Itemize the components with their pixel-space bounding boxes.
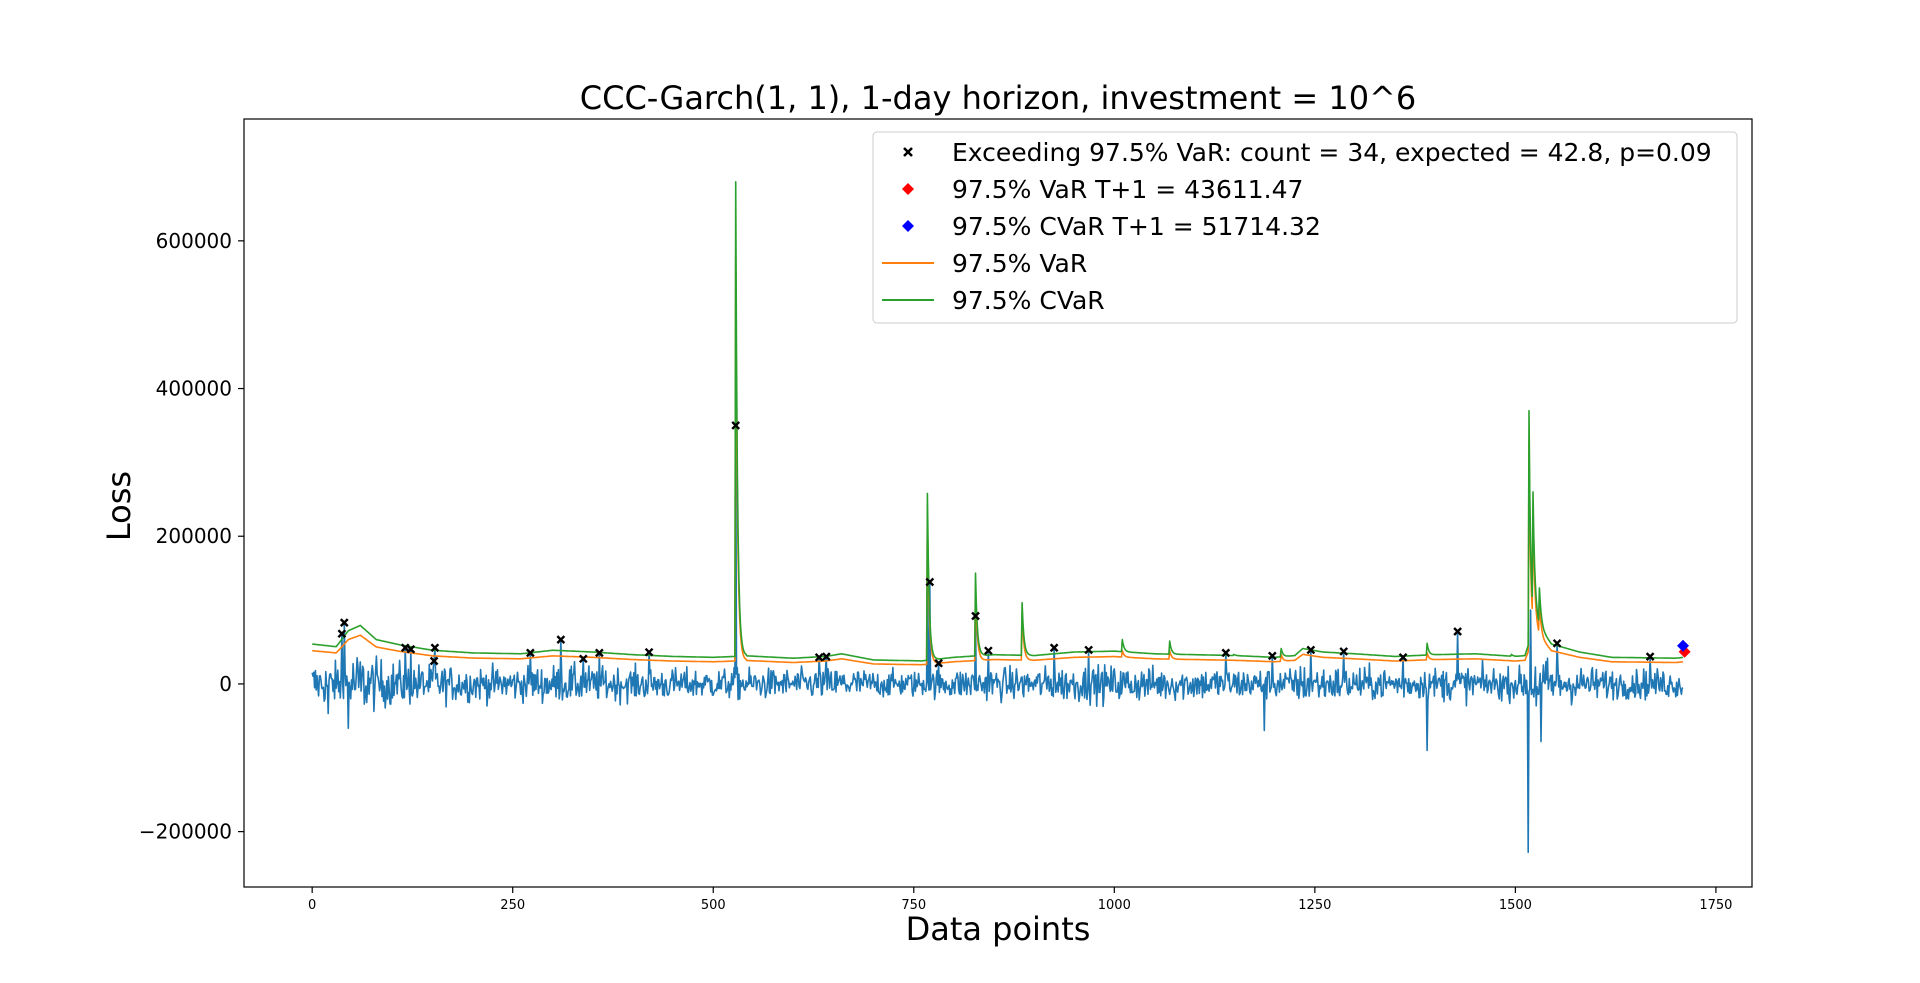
y-axis: −200000 0 200000 400000 600000 [139,229,244,844]
exceedance-marker [1267,651,1277,661]
legend-marker-exceedance [903,147,913,157]
legend-box [872,131,1738,324]
x-tick-label: 500 [701,898,726,913]
x-tick-label: 0 [308,898,316,913]
x-tick-label: 250 [500,898,525,913]
plot-area [311,181,1691,854]
y-axis-label: Loss [100,471,138,541]
exceedance-marker [644,647,654,657]
x-tick-label: 1250 [1298,898,1331,913]
y-tick-label: 0 [219,672,232,696]
exceedance-marker [814,652,824,662]
legend-marker-var-next [902,183,914,195]
x-tick-label: 1750 [1699,898,1732,913]
exceedance-marker [1306,645,1316,655]
exceedance-marker [1645,652,1655,661]
exceedance-marker [400,643,410,653]
exceedance-marker [429,656,439,666]
legend-label-exceedance: Exceeding 97.5% VaR: count = 34, expecte… [952,138,1712,167]
chart-title: CCC-Garch(1, 1), 1-day horizon, investme… [580,79,1416,117]
exceedance-marker [731,421,741,430]
exceedance-marker [526,648,535,658]
legend-label-cvar-next: 97.5% CVaR T+1 = 51714.32 [952,212,1321,241]
exceedance-marker [1084,645,1093,655]
exceedance-marker [1453,627,1462,636]
exceedance-marker [1221,648,1231,658]
y-tick-label: 200000 [156,524,232,548]
series-line-cvar [312,181,1684,662]
series-line-loss [311,424,1684,854]
exceedance-marker [1339,647,1349,656]
exceedance-marker [1049,643,1059,653]
cvar-next-marker [1677,639,1690,652]
y-tick-label: 400000 [156,377,232,401]
x-axis: 0 250 500 750 1000 1250 1500 1750 [308,887,1732,913]
exceedance-marker [578,654,588,664]
y-tick-label: 600000 [156,229,232,253]
exceedance-marker [984,646,993,656]
exceedance-marker [406,644,416,654]
exceedance-marker [925,577,935,587]
exceedance-marker [934,658,943,668]
x-tick-label: 1500 [1499,898,1532,913]
legend-label-cvar: 97.5% CVaR [952,286,1105,315]
exceedance-marker [1552,638,1562,648]
plot-frame [243,118,1753,888]
exceedance-marker [821,652,831,661]
legend: Exceeding 97.5% VaR: count = 34, expecte… [872,131,1738,324]
exceedance-marker [430,643,440,653]
x-axis-label: Data points [906,910,1091,948]
exceedance-marker [556,635,566,644]
legend-label-var: 97.5% VaR [952,249,1087,278]
series-line-var [312,254,1684,666]
x-tick-label: 750 [901,898,926,913]
exceedance-marker [339,618,349,627]
x-tick-label: 1000 [1098,898,1131,913]
exceedance-marker [594,648,604,658]
exceedance-marker [337,629,347,639]
exceedance-marker [1398,652,1408,662]
legend-marker-cvar-next [902,220,914,232]
y-tick-label: −200000 [139,820,232,844]
exceedance-marker [971,611,980,621]
legend-label-var-next: 97.5% VaR T+1 = 43611.47 [952,175,1303,204]
